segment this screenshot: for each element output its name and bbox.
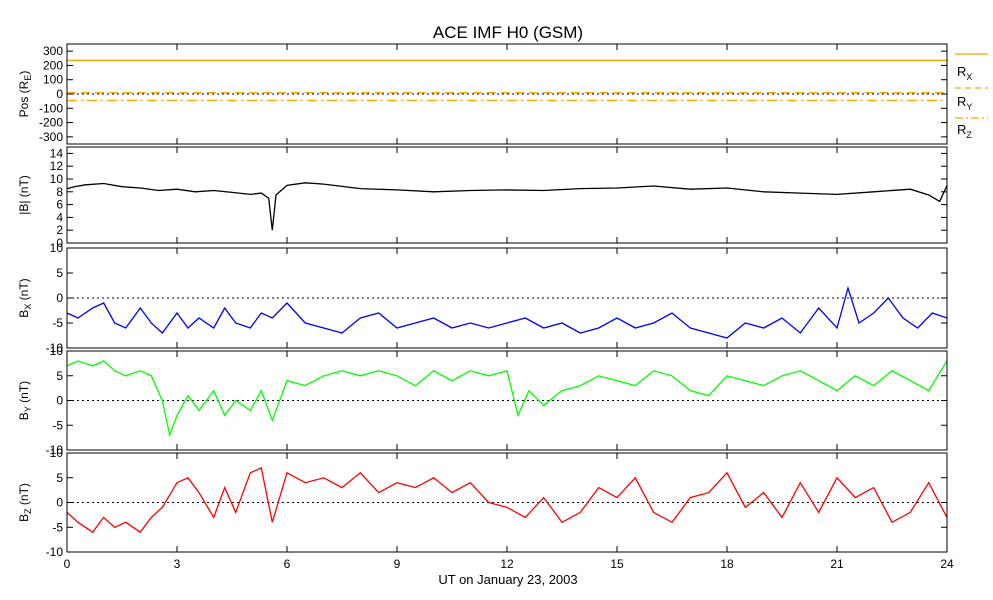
y-tick-label: 0 xyxy=(56,87,63,101)
y-tick-label: 10 xyxy=(50,446,64,460)
y-tick-label: 14 xyxy=(50,146,64,160)
x-tick-label: 6 xyxy=(284,557,291,571)
y-tick-label: -5 xyxy=(52,418,63,432)
y-tick-label: 300 xyxy=(43,44,63,58)
y-tick-label: 5 xyxy=(56,266,63,280)
x-tick-label: 12 xyxy=(500,557,514,571)
legend-label-rx: RX xyxy=(957,64,972,82)
panel-3: 10 5 0 -5 -10 BY (nT) xyxy=(17,344,948,457)
series-line-1-0 xyxy=(66,182,948,231)
position-legend: RX RY RZ xyxy=(955,53,988,140)
x-tick-label: 0 xyxy=(64,557,71,571)
y-tick-label: 6 xyxy=(56,198,63,212)
x-axis-label: UT on January 23, 2003 xyxy=(438,572,577,587)
y-tick-label: 5 xyxy=(56,471,63,485)
y-tick-label: 4 xyxy=(56,210,63,224)
x-tick-label: 15 xyxy=(610,557,624,571)
series-line-2-0 xyxy=(66,285,948,339)
y-tick-label: 0 xyxy=(56,236,63,250)
y-tick-label: -10 xyxy=(46,341,64,355)
x-tick-label: 21 xyxy=(830,557,844,571)
y-tick-label: -5 xyxy=(52,520,63,534)
y-axis-label: |B| (nT) xyxy=(17,175,31,215)
legend-label-rz: RZ xyxy=(957,122,972,140)
y-axis-label: BZ (nT) xyxy=(17,483,33,522)
panel-4: 10 5 0 -5 -10 BZ (nT) xyxy=(17,446,948,559)
panel-2: 10 5 0 -5 -10 BX (nT) xyxy=(17,241,948,355)
y-tick-label: -10 xyxy=(46,443,64,457)
y-tick-label: -10 xyxy=(46,545,64,559)
y-tick-label: -200 xyxy=(39,116,63,130)
series-line-4-0 xyxy=(66,466,948,534)
legend-label-ry: RY xyxy=(957,94,972,112)
y-tick-label: -5 xyxy=(52,316,63,330)
y-tick-label: 0 xyxy=(56,496,63,510)
y-tick-label: 0 xyxy=(56,394,63,408)
chart-title: ACE IMF H0 (GSM) xyxy=(433,23,583,42)
y-axis-label: BX (nT) xyxy=(17,278,33,317)
y-tick-label: 200 xyxy=(43,58,63,72)
y-tick-label: 10 xyxy=(50,172,64,186)
y-tick-label: 100 xyxy=(43,73,63,87)
y-tick-label: 10 xyxy=(50,241,64,255)
y-tick-label: 2 xyxy=(56,223,63,237)
panel-frame xyxy=(66,146,948,244)
y-tick-label: 8 xyxy=(56,185,63,199)
y-tick-label: -100 xyxy=(39,101,63,115)
y-tick-label: 10 xyxy=(50,344,64,358)
y-tick-label: -300 xyxy=(39,130,63,144)
x-tick-label: 18 xyxy=(720,557,734,571)
y-tick-label: 12 xyxy=(50,159,64,173)
x-tick-label: 24 xyxy=(940,557,954,571)
y-axis-label: BY (nT) xyxy=(17,381,33,420)
y-tick-label: 0 xyxy=(56,291,63,305)
y-tick-label: 5 xyxy=(56,369,63,383)
x-tick-label: 3 xyxy=(174,557,181,571)
x-tick-label: 9 xyxy=(394,557,401,571)
series-line-3-0 xyxy=(66,360,948,438)
y-axis-label: Pos (RE) xyxy=(17,71,33,118)
